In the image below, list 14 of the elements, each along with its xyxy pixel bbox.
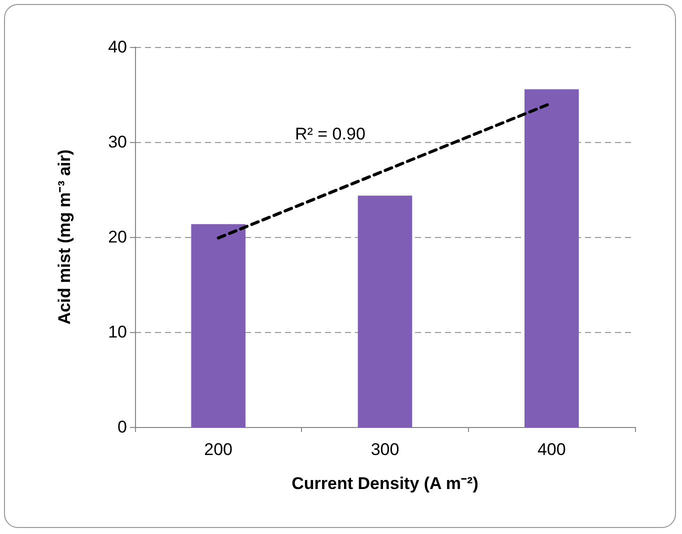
x-tick-label: 300 xyxy=(370,440,400,459)
x-axis-title: Current Density (A m⁻²) xyxy=(292,474,478,493)
annotation: R² = 0.90 xyxy=(295,124,366,144)
y-tick-label: 20 xyxy=(108,228,127,246)
bar xyxy=(191,224,246,428)
y-tick-label: 0 xyxy=(118,418,127,436)
bar xyxy=(358,196,412,428)
x-tick-label: 200 xyxy=(204,440,233,459)
y-tick-label: 10 xyxy=(108,322,127,342)
bar xyxy=(524,89,579,428)
y-axis-title: Acid mist (mg m⁻³ air) xyxy=(55,149,74,325)
y-tick-label: 30 xyxy=(108,132,127,152)
x-tick-label: 400 xyxy=(537,440,566,459)
y-tick-label: 40 xyxy=(108,38,127,56)
